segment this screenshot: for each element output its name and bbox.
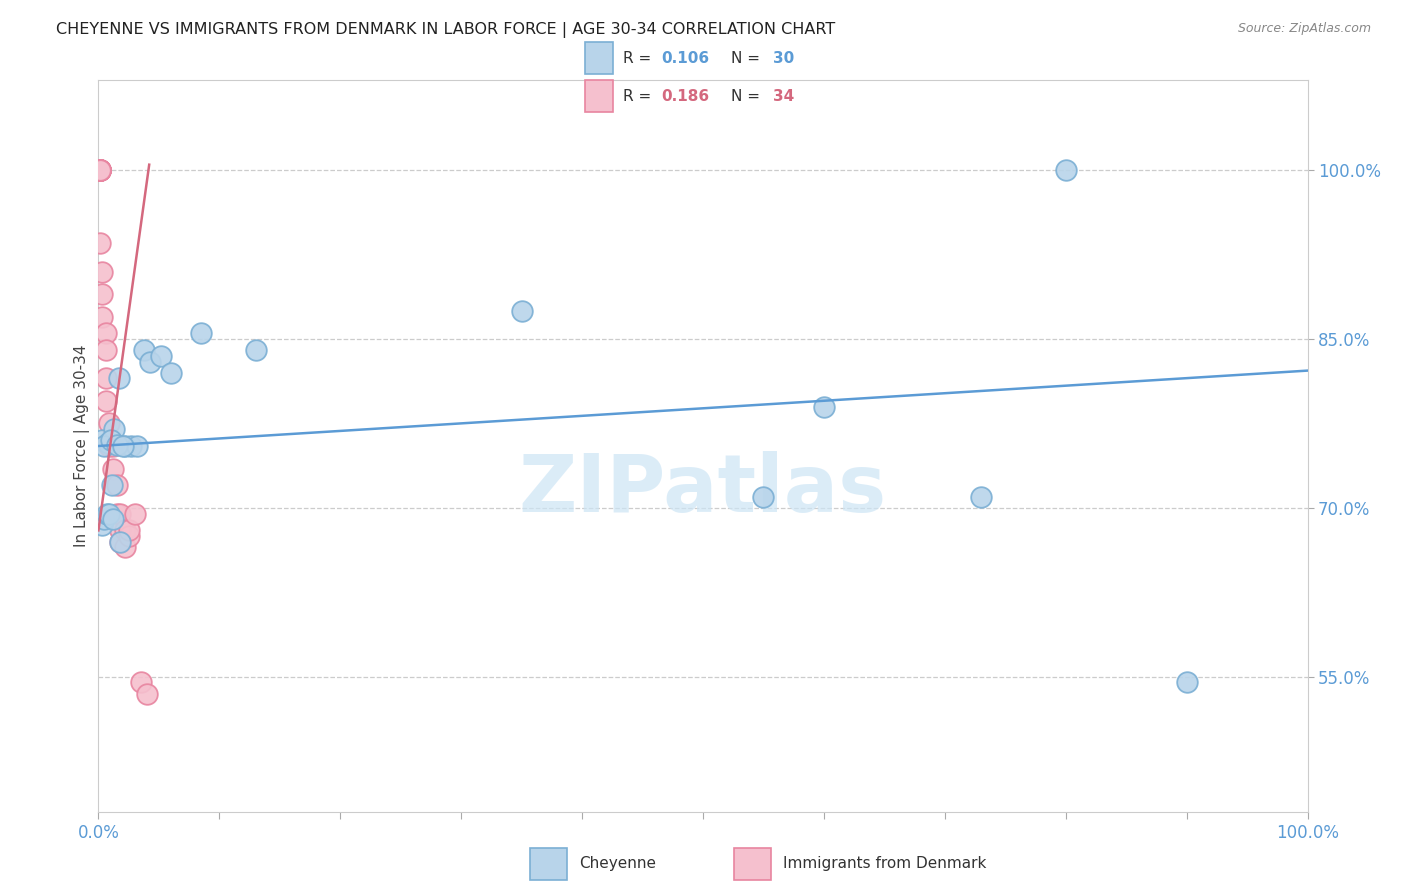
Point <box>89 163 111 178</box>
Point <box>101 461 124 475</box>
Point <box>120 439 142 453</box>
Point <box>89 163 111 178</box>
Point <box>91 434 114 448</box>
Text: Cheyenne: Cheyenne <box>579 855 657 871</box>
Point <box>129 675 152 690</box>
Point <box>94 394 117 409</box>
Text: N =: N = <box>731 51 765 66</box>
Point <box>108 534 131 549</box>
Point <box>89 163 111 178</box>
Text: R =: R = <box>623 89 657 104</box>
Point <box>108 371 131 385</box>
Point <box>89 163 111 178</box>
Point <box>96 507 118 521</box>
Text: R =: R = <box>623 51 657 66</box>
Point <box>108 534 131 549</box>
Point <box>190 326 212 341</box>
Point <box>103 422 125 436</box>
Point <box>135 687 157 701</box>
Point <box>108 507 131 521</box>
Point <box>105 478 128 492</box>
Point <box>101 512 124 526</box>
Point <box>813 400 835 414</box>
Point <box>93 512 115 526</box>
Text: CHEYENNE VS IMMIGRANTS FROM DENMARK IN LABOR FORCE | AGE 30-34 CORRELATION CHART: CHEYENNE VS IMMIGRANTS FROM DENMARK IN L… <box>56 22 835 38</box>
Point <box>124 507 146 521</box>
Point <box>245 343 267 358</box>
Text: ZIPatlas: ZIPatlas <box>519 450 887 529</box>
Point <box>98 417 121 431</box>
Point <box>94 371 117 385</box>
Point <box>89 163 111 178</box>
Point <box>89 163 111 178</box>
Point <box>118 524 141 538</box>
Text: 30: 30 <box>773 51 794 66</box>
Point <box>91 287 114 301</box>
Point <box>127 439 149 453</box>
Point <box>89 236 111 251</box>
Point <box>89 163 111 178</box>
Text: 0.186: 0.186 <box>661 89 709 104</box>
Point <box>100 478 122 492</box>
Point <box>89 163 111 178</box>
Point <box>93 439 115 453</box>
Bar <box>585 79 613 112</box>
Point <box>94 343 117 358</box>
Point <box>139 354 162 368</box>
Text: N =: N = <box>731 89 765 104</box>
Point <box>94 326 117 341</box>
Point <box>134 343 156 358</box>
Point <box>89 163 111 178</box>
Bar <box>585 42 613 74</box>
Point <box>100 434 122 448</box>
Point <box>111 439 134 453</box>
Point <box>114 524 136 538</box>
Bar <box>530 848 567 880</box>
Point <box>970 490 993 504</box>
Point <box>91 264 114 278</box>
Bar <box>734 848 770 880</box>
Point <box>91 517 114 532</box>
Point <box>91 310 114 324</box>
Point <box>114 541 136 555</box>
Text: Source: ZipAtlas.com: Source: ZipAtlas.com <box>1237 22 1371 36</box>
Point <box>160 366 183 380</box>
Point <box>105 507 128 521</box>
Text: 34: 34 <box>773 89 794 104</box>
Text: 0.106: 0.106 <box>661 51 709 66</box>
Point <box>752 490 775 504</box>
Point <box>101 439 124 453</box>
Point <box>118 529 141 543</box>
Point <box>1054 163 1077 178</box>
Point <box>510 304 533 318</box>
Y-axis label: In Labor Force | Age 30-34: In Labor Force | Age 30-34 <box>75 344 90 548</box>
Point <box>108 524 131 538</box>
Point <box>98 439 121 453</box>
Point <box>98 507 121 521</box>
Point <box>1175 675 1198 690</box>
Text: Immigrants from Denmark: Immigrants from Denmark <box>783 855 987 871</box>
Point <box>114 439 136 453</box>
Point <box>105 438 128 452</box>
Point <box>150 349 173 363</box>
Point <box>97 435 120 450</box>
Point <box>89 163 111 178</box>
